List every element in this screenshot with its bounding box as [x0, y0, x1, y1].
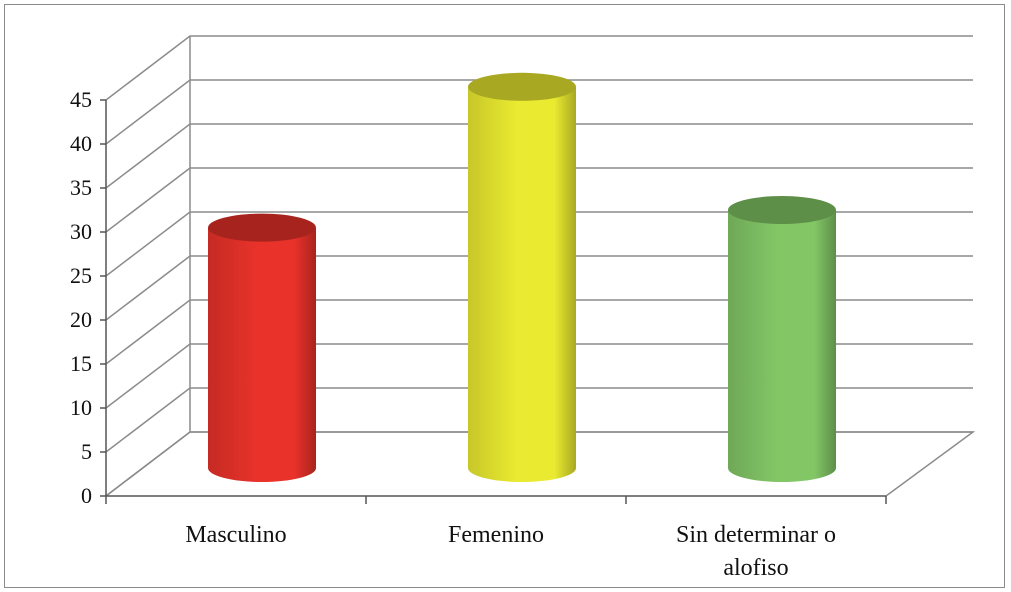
y-axis-tick-labels: 0 5 10 15 20 25 30 35 40 45 [70, 87, 106, 508]
y-tick-label: 5 [81, 439, 92, 464]
y-tick-label: 40 [70, 131, 92, 156]
gridline-25 [105, 211, 973, 277]
x-category-label: alofiso [723, 555, 788, 581]
x-category-label: Sin determinar o [676, 522, 836, 548]
axes [105, 100, 887, 504]
bar-body [468, 86, 576, 483]
bar-femenino [468, 72, 576, 483]
x-category-label: Masculino [185, 522, 286, 548]
x-category-label: Femenino [448, 522, 544, 548]
y-tick-label: 0 [81, 483, 92, 508]
bar-top [468, 72, 576, 101]
bar-top [208, 213, 316, 242]
y-tick-label: 30 [70, 219, 92, 244]
gridlines [105, 35, 973, 497]
gridline-5 [105, 387, 973, 453]
gridline-0 [105, 431, 973, 497]
y-tick-label: 45 [70, 87, 92, 112]
bars [208, 72, 836, 483]
y-tick-label: 25 [70, 263, 92, 288]
gridline-15 [105, 299, 973, 365]
bar-top [728, 196, 836, 224]
x-axis-category-labels: Masculino Femenino Sin determinar o alofiso [185, 522, 836, 581]
bar-body [728, 210, 836, 482]
y-tick-label: 15 [70, 351, 92, 376]
y-tick-label: 10 [70, 395, 92, 420]
y-tick-label: 20 [70, 307, 92, 332]
gridline-40 [105, 79, 973, 145]
y-tick-label: 35 [70, 175, 92, 200]
gridline-20 [105, 255, 973, 321]
bar-sin-determinar-o-alofiso [728, 196, 836, 482]
gridline-35 [105, 123, 973, 189]
bar-masculino [208, 213, 316, 482]
gridline-45 [105, 35, 973, 101]
bar-body [208, 227, 316, 482]
gridline-30 [105, 167, 973, 233]
gridline-10 [105, 343, 973, 409]
